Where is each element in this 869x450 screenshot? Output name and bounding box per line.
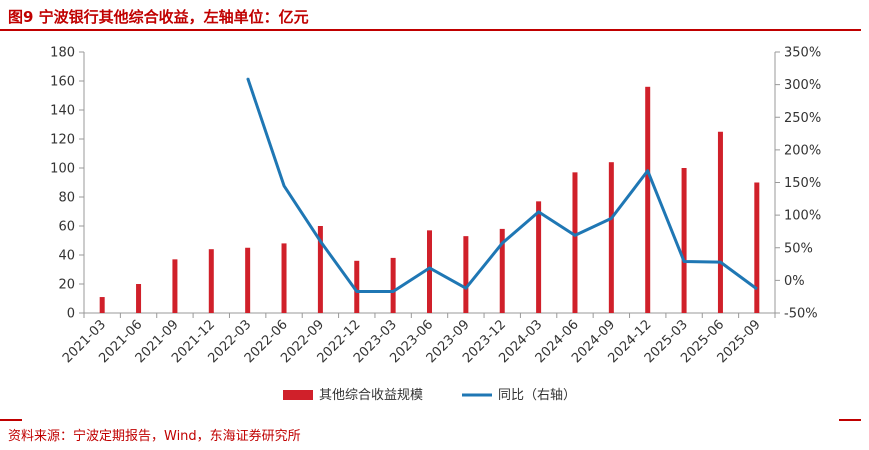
left-tick-label: 60 (58, 220, 75, 235)
bar (317, 226, 323, 313)
yoy-point (392, 290, 394, 292)
left-tick-label: 40 (58, 249, 75, 264)
left-tick-label: 80 (58, 191, 75, 206)
left-tick-label: 180 (50, 46, 75, 61)
right-tick-label: 250% (784, 111, 821, 126)
right-tick-label: 350% (784, 46, 821, 61)
footer-divider-right (839, 419, 861, 421)
bar (645, 86, 651, 313)
bar (354, 260, 360, 313)
yoy-point (574, 234, 576, 236)
yoy-point (683, 260, 685, 262)
yoy-point (465, 287, 467, 289)
yoy-point (756, 288, 758, 290)
right-tick-label: -50% (784, 307, 818, 322)
left-tick-label: 140 (50, 104, 75, 119)
yoy-point (501, 242, 503, 244)
bar (208, 249, 214, 313)
bar (463, 236, 469, 313)
legend-bar-swatch (283, 390, 313, 400)
bar (99, 297, 105, 313)
right-tick-label: 300% (784, 78, 821, 93)
right-tick-label: 50% (784, 241, 813, 256)
yoy-point (319, 240, 321, 242)
yoy-point (610, 217, 612, 219)
bar (608, 162, 614, 313)
bar (536, 201, 542, 313)
left-tick-label: 100 (50, 162, 75, 177)
legend-bar-label: 其他综合收益规模 (319, 388, 423, 403)
right-tick-label: 200% (784, 143, 821, 158)
bar (427, 230, 432, 313)
chart-title: 图9 宁波银行其他综合收益，左轴单位：亿元 (8, 8, 309, 26)
yoy-point (719, 261, 721, 263)
legend-line-label: 同比（右轴） (498, 388, 576, 403)
bar (390, 257, 396, 313)
yoy-point (356, 290, 358, 292)
source-note: 资料来源：宁波定期报告，Wind，东海证券研究所 (8, 429, 301, 444)
bar (245, 247, 251, 313)
yoy-point (647, 170, 649, 172)
bar (136, 284, 142, 313)
title-divider (0, 29, 861, 31)
bar (172, 259, 178, 313)
bar (281, 243, 287, 313)
yoy-point (429, 267, 430, 269)
yoy-point (247, 77, 249, 79)
bar (499, 228, 505, 313)
yoy-point (538, 211, 540, 213)
right-tick-label: 150% (784, 176, 821, 191)
bar (681, 168, 687, 313)
left-tick-label: 120 (50, 133, 75, 148)
yoy-point (283, 185, 285, 187)
right-tick-label: 0% (784, 274, 805, 289)
left-tick-label: 160 (50, 75, 75, 90)
bar (717, 131, 723, 313)
bar (754, 182, 760, 313)
right-tick-label: 100% (784, 209, 821, 224)
left-tick-label: 20 (58, 278, 75, 293)
left-tick-label: 0 (67, 307, 75, 322)
bar (572, 172, 578, 313)
footer-divider-left (0, 419, 22, 421)
